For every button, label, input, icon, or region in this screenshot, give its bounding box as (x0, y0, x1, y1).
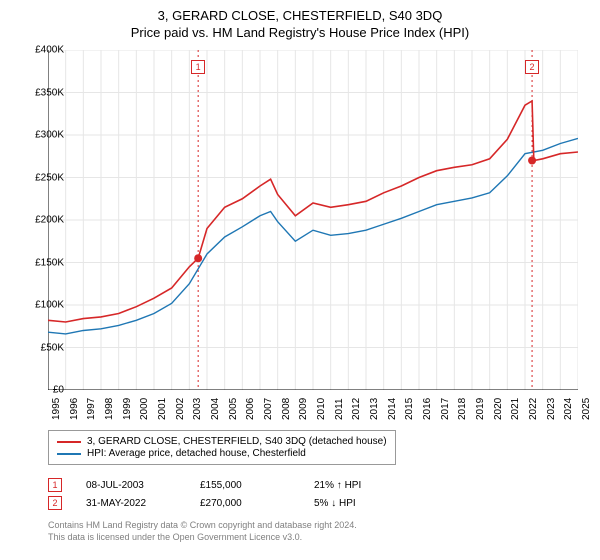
reference-table: 1 08-JUL-2003 £155,000 21% ↑ HPI 2 31-MAY-202… (48, 478, 404, 514)
x-tick-label: 2008 (281, 398, 292, 420)
legend-row: 3, GERARD CLOSE, CHESTERFIELD, S40 3DQ (… (57, 436, 387, 447)
x-tick-label: 2016 (422, 398, 433, 420)
ref-price: £155,000 (200, 480, 290, 491)
x-tick-label: 2018 (457, 398, 468, 420)
legend-swatch (57, 453, 81, 455)
x-tick-label: 2009 (298, 398, 309, 420)
legend-label: HPI: Average price, detached house, Ches… (87, 448, 306, 459)
x-tick-label: 2017 (440, 398, 451, 420)
y-tick-label: £50K (41, 342, 64, 353)
y-tick-label: £100K (35, 300, 64, 311)
legend-swatch (57, 441, 81, 443)
x-tick-label: 2015 (404, 398, 415, 420)
x-tick-label: 2000 (139, 398, 150, 420)
x-tick-label: 2005 (228, 398, 239, 420)
y-tick-label: £0 (53, 385, 64, 396)
marker-box: 2 (525, 60, 539, 74)
x-tick-label: 2011 (334, 398, 345, 420)
ref-pct: 21% ↑ HPI (314, 480, 404, 491)
legend: 3, GERARD CLOSE, CHESTERFIELD, S40 3DQ (… (48, 430, 396, 465)
x-tick-label: 1998 (104, 398, 115, 420)
x-tick-label: 2006 (245, 398, 256, 420)
x-tick-label: 2013 (369, 398, 380, 420)
chart-container: 3, GERARD CLOSE, CHESTERFIELD, S40 3DQ P… (0, 0, 600, 560)
ref-date: 31-MAY-2022 (86, 498, 176, 509)
ref-date: 08-JUL-2003 (86, 480, 176, 491)
footer-line-2: This data is licensed under the Open Gov… (48, 532, 357, 544)
x-tick-label: 2024 (563, 398, 574, 420)
x-tick-label: 1995 (51, 398, 62, 420)
x-tick-label: 1997 (86, 398, 97, 420)
marker-box: 1 (191, 60, 205, 74)
x-tick-label: 2004 (210, 398, 221, 420)
plot-svg (48, 50, 578, 390)
x-tick-label: 2020 (493, 398, 504, 420)
y-tick-label: £200K (35, 215, 64, 226)
title-main: 3, GERARD CLOSE, CHESTERFIELD, S40 3DQ (0, 8, 600, 23)
x-tick-label: 1999 (122, 398, 133, 420)
x-tick-label: 2019 (475, 398, 486, 420)
x-tick-label: 2002 (175, 398, 186, 420)
x-tick-label: 1996 (69, 398, 80, 420)
y-tick-label: £150K (35, 257, 64, 268)
title-sub: Price paid vs. HM Land Registry's House … (0, 25, 600, 40)
legend-row: HPI: Average price, detached house, Ches… (57, 448, 387, 459)
footer: Contains HM Land Registry data © Crown c… (48, 520, 357, 543)
x-tick-label: 2021 (510, 398, 521, 420)
ref-marker: 2 (48, 496, 62, 510)
x-tick-label: 2023 (546, 398, 557, 420)
ref-marker: 1 (48, 478, 62, 492)
x-tick-label: 2003 (192, 398, 203, 420)
x-tick-label: 2022 (528, 398, 539, 420)
ref-price: £270,000 (200, 498, 290, 509)
footer-line-1: Contains HM Land Registry data © Crown c… (48, 520, 357, 532)
chart-area (48, 50, 578, 390)
y-tick-label: £250K (35, 172, 64, 183)
x-tick-label: 2012 (351, 398, 362, 420)
x-tick-label: 2025 (581, 398, 592, 420)
ref-row: 1 08-JUL-2003 £155,000 21% ↑ HPI (48, 478, 404, 492)
x-tick-label: 2007 (263, 398, 274, 420)
x-tick-label: 2001 (157, 398, 168, 420)
titles: 3, GERARD CLOSE, CHESTERFIELD, S40 3DQ P… (0, 0, 600, 40)
x-tick-label: 2014 (387, 398, 398, 420)
ref-row: 2 31-MAY-2022 £270,000 5% ↓ HPI (48, 496, 404, 510)
ref-pct: 5% ↓ HPI (314, 498, 404, 509)
legend-label: 3, GERARD CLOSE, CHESTERFIELD, S40 3DQ (… (87, 436, 387, 447)
y-tick-label: £350K (35, 87, 64, 98)
y-tick-label: £300K (35, 130, 64, 141)
y-tick-label: £400K (35, 45, 64, 56)
x-tick-label: 2010 (316, 398, 327, 420)
